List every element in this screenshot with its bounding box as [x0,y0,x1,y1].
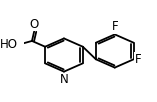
Text: O: O [30,18,39,30]
Text: N: N [60,73,68,86]
Text: HO: HO [0,38,18,51]
Text: F: F [135,53,142,66]
Text: F: F [111,20,118,33]
